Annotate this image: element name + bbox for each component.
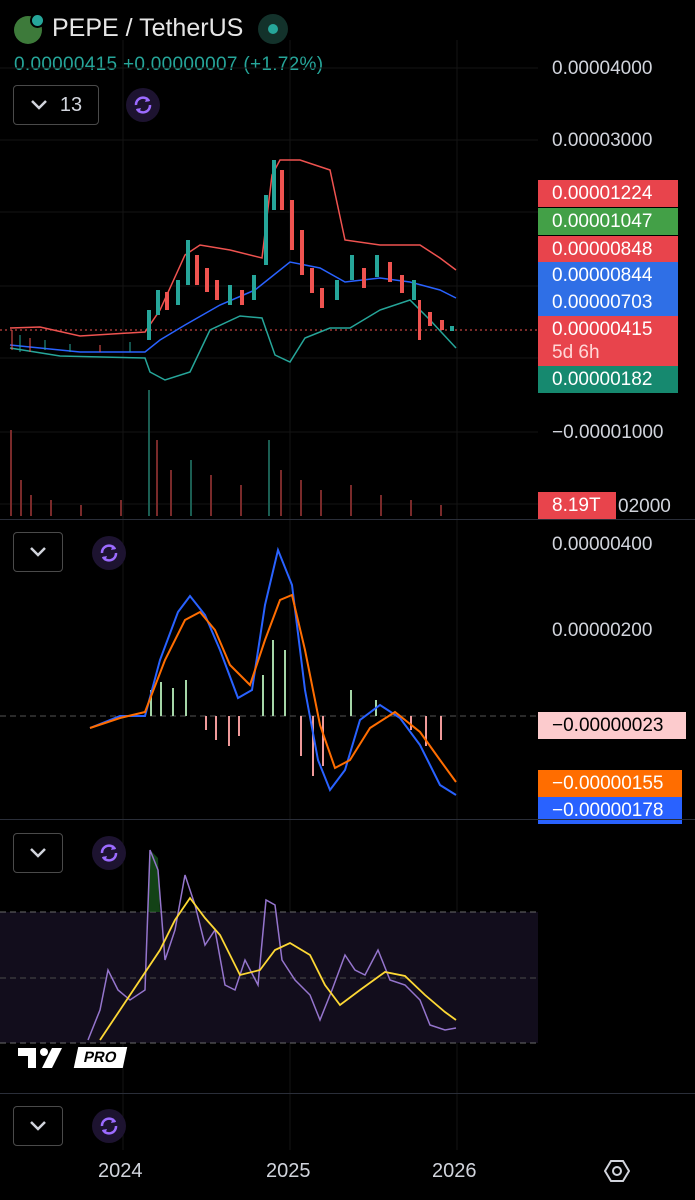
time-axis-label: 2026	[432, 1160, 477, 1182]
price-badge-basis: 0.00000844	[538, 262, 678, 289]
chart-settings-button[interactable]	[603, 1158, 631, 1189]
sync-icon	[100, 544, 118, 562]
price-badge-lower: 0.00000182	[538, 366, 678, 393]
price-axis-label: −0.00001000	[552, 422, 664, 443]
macd-line	[89, 546, 457, 796]
chevron-down-icon	[30, 1121, 46, 1131]
price-badge-high: 0.00001047	[538, 208, 678, 235]
rsi-line	[87, 849, 457, 1041]
macd-axis-label: 0.00000200	[552, 620, 653, 641]
bb-upper-line	[9, 159, 457, 337]
price-badge-upper: 0.00001224	[538, 180, 678, 207]
sync-icon	[100, 844, 118, 862]
rsi-sync-button[interactable]	[92, 836, 126, 870]
candle-countdown: 5d 6h	[552, 342, 600, 363]
time-axis-label: 2025	[266, 1160, 311, 1182]
pepe-logo-icon	[14, 13, 45, 44]
pane4-collapse-button[interactable]	[13, 1106, 63, 1146]
macd-signal-line	[89, 593, 457, 783]
pane-divider[interactable]	[0, 819, 695, 820]
macd-histogram	[150, 640, 442, 776]
bb-lower-line	[9, 299, 457, 381]
pane4-sync-button[interactable]	[92, 1109, 126, 1143]
candles	[11, 160, 454, 352]
chevron-down-icon	[30, 848, 46, 858]
sync-button[interactable]	[126, 88, 160, 122]
price-axis-label: 0.00004000	[552, 58, 653, 79]
indicator-count: 13	[59, 93, 83, 116]
price-change-line: 0.00000415 +0.00000007 (+1.72%)	[14, 54, 324, 75]
tradingview-logo: PRO	[18, 1044, 127, 1070]
pane-divider[interactable]	[0, 519, 695, 520]
symbol-title[interactable]: PEPE / TetherUS	[52, 14, 244, 42]
market-status-icon[interactable]	[258, 14, 288, 44]
pro-badge: PRO	[73, 1046, 127, 1068]
macd-axis-label: 0.00000400	[552, 534, 653, 555]
tradingview-logo-icon	[18, 1048, 62, 1068]
macd-signal-badge: −0.00000155	[538, 770, 682, 797]
rsi-ma-line	[99, 896, 457, 1041]
indicator-collapse-button[interactable]: 13	[13, 85, 99, 125]
sync-icon	[134, 96, 152, 114]
settings-icon	[603, 1160, 631, 1182]
macd-collapse-button[interactable]	[13, 532, 63, 572]
macd-sync-button[interactable]	[92, 536, 126, 570]
price-axis-label: 02000	[618, 496, 671, 517]
price-axis-label: 0.00003000	[552, 130, 653, 151]
pane-divider[interactable]	[0, 1093, 695, 1094]
chevron-down-icon	[30, 100, 47, 110]
price-badge-ma: 0.00000703	[538, 289, 678, 316]
price-badge-sma: 0.00000848	[538, 236, 678, 263]
rsi-collapse-button[interactable]	[13, 833, 63, 873]
rsi-band	[0, 912, 538, 1043]
time-axis-label: 2024	[98, 1160, 143, 1182]
current-price-value: 0.00000415	[552, 319, 653, 340]
macd-histogram-badge: −0.00000023	[538, 712, 686, 739]
current-price-badge: 0.00000415 5d 6h	[538, 316, 678, 366]
chevron-down-icon	[30, 547, 46, 557]
sync-icon	[100, 1117, 118, 1135]
volume-bars	[10, 390, 442, 516]
volume-badge: 8.19T	[538, 492, 616, 519]
bb-basis-line	[9, 261, 457, 353]
